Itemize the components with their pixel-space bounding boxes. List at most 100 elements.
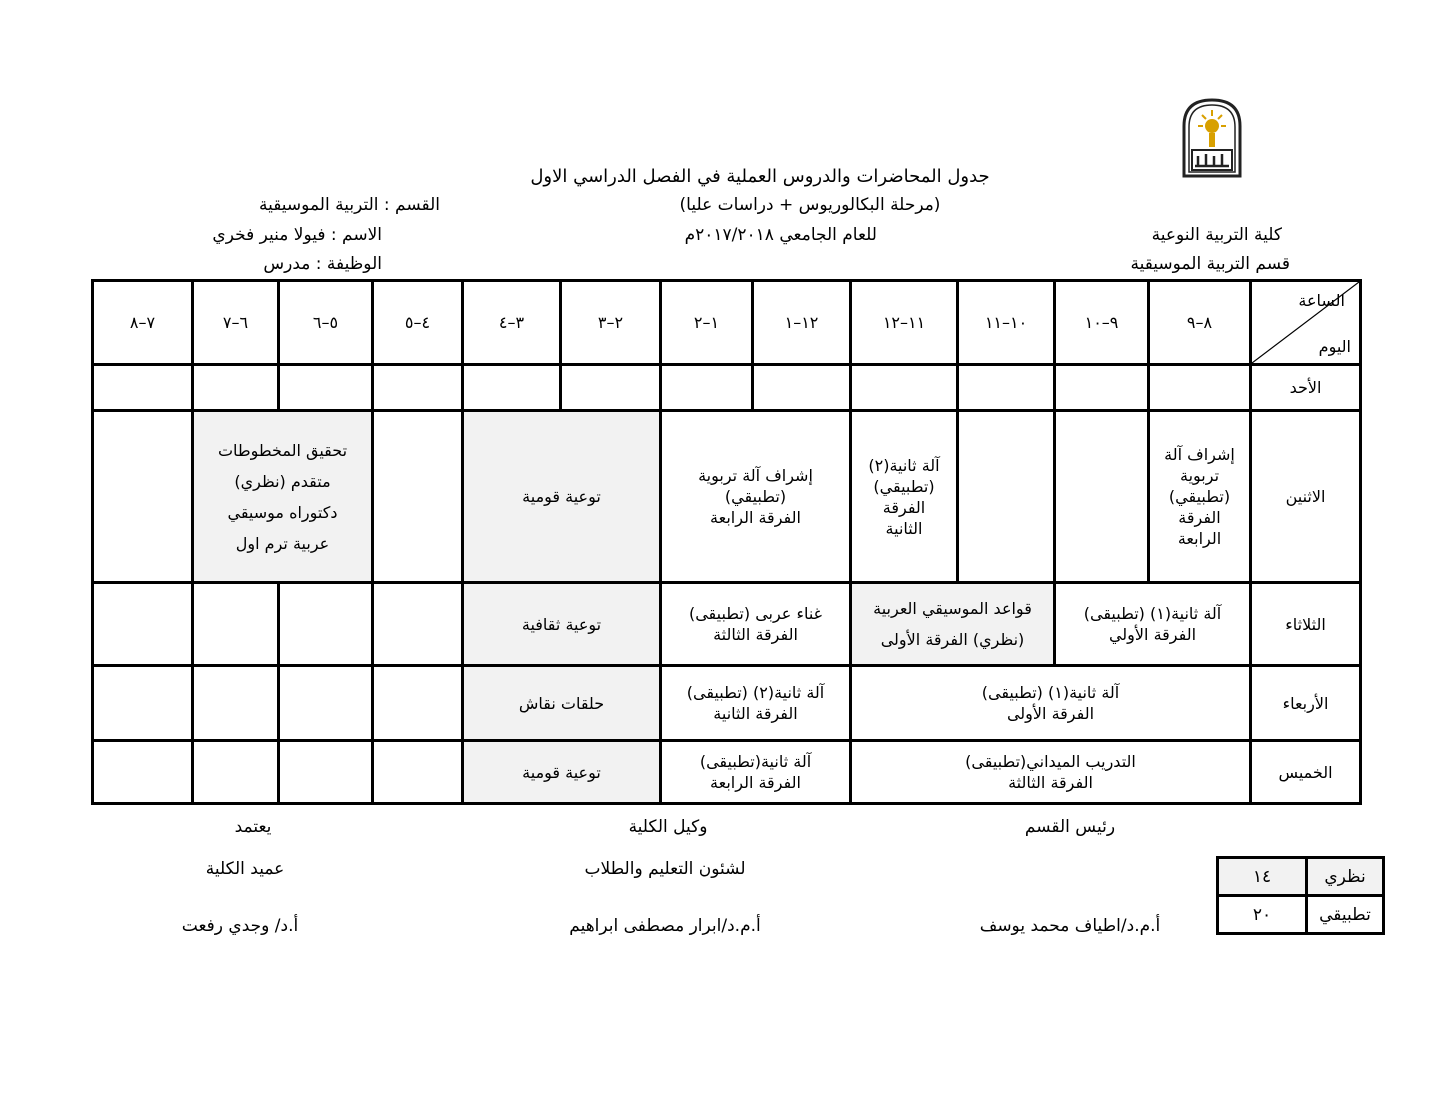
class-cell-line: (تطبيقي) <box>1168 487 1231 506</box>
empty-cell <box>191 739 280 805</box>
hours-summary-table: نظري ١٤ تطبيقي ٢٠ <box>1216 856 1385 935</box>
class-cell-line: تحقيق المخطوطات <box>217 440 348 460</box>
class-cell-line: توعية قومية <box>522 762 601 782</box>
faculty-name: كلية التربية النوعية <box>1151 225 1282 245</box>
empty-cell <box>191 664 280 742</box>
empty-cell <box>371 363 464 412</box>
hour-header-cell: ٤–٥ <box>371 279 464 366</box>
summary-value: ٢٠ <box>1216 894 1308 935</box>
class-cell: إشراف آلة تربوية (تطبيقي) الفرقة الرابعة <box>1147 409 1252 584</box>
empty-cell <box>277 664 374 742</box>
class-cell-line: قواعد الموسيقي العربية <box>873 599 1032 618</box>
hour-header-cell: ١٢–١ <box>751 279 852 366</box>
job-label: الوظيفة : مدرس <box>263 254 382 274</box>
empty-cell <box>371 581 464 667</box>
academic-year: للعام الجامعي ٢٠١٧/٢٠١٨م <box>684 225 877 245</box>
class-cell-line: آلة ثانية(تطبيقى) <box>699 752 812 771</box>
summary-label: تطبيقي <box>1305 894 1385 935</box>
approve-label: يعتمد <box>234 817 272 837</box>
class-cell-line: الثانية <box>885 518 923 538</box>
class-cell: آلة ثانية(٢) (تطبيقي) الفرقة الثانية <box>849 409 959 584</box>
summary-label: نظري <box>1305 856 1385 897</box>
empty-cell <box>91 739 194 805</box>
vice-dean-name: أ.م.د/ابرار مصطفى ابراهيم <box>569 916 761 936</box>
class-cell-line: غناء عربى (تطبيقى) <box>688 604 823 623</box>
class-cell-line: آلة ثانية(١) (تطبيقى) <box>1083 604 1222 623</box>
class-cell: آلة ثانية(تطبيقى) الفرقة الرابعة <box>659 739 852 805</box>
empty-cell <box>371 409 464 584</box>
summary-row-theory: نظري ١٤ <box>1216 856 1385 897</box>
class-cell: غناء عربى (تطبيقى) الفرقة الثالثة <box>659 581 852 667</box>
day-row: الاثنين إشراف آلة تربوية (تطبيقي) الفرقة الرا… <box>91 409 1362 584</box>
empty-cell <box>91 363 194 412</box>
empty-cell <box>461 363 562 412</box>
hour-label: الساعة <box>1298 291 1345 310</box>
department-label: القسم : التربية الموسيقية <box>258 195 440 215</box>
class-cell-line: توعية ثقافية <box>521 614 602 634</box>
hour-header-cell: ٥–٦ <box>277 279 374 366</box>
empty-cell <box>191 581 280 667</box>
class-cell-line: متقدم (نظري) <box>234 471 331 491</box>
class-cell: توعية قومية <box>461 739 662 805</box>
class-cell-line: الفرقة الأولى <box>1006 704 1095 723</box>
day-cell: الاثنين <box>1249 409 1362 584</box>
class-cell: إشراف آلة تربوية (تطبيقي) الفرقة الرابعة <box>659 409 852 584</box>
summary-value: ١٤ <box>1216 856 1308 897</box>
class-cell-line: آلة ثانية(٢) <box>868 455 940 475</box>
class-cell-line: الفرقة <box>882 497 926 517</box>
hours-header-row: الساعة اليوم ٨–٩ ٩–١٠ ١٠–١١ ١١–١٢ ١٢–١ ١–٢ ٢–٣ ٣–… <box>91 279 1362 366</box>
class-cell: توعية قومية <box>461 409 662 584</box>
dean-title: عميد الكلية <box>205 859 285 879</box>
vice-dean-title: وكيل الكلية <box>628 817 708 837</box>
empty-cell <box>751 363 852 412</box>
class-cell-line: عربية ترم اول <box>235 533 330 553</box>
class-cell-line: إشراف آلة تربوية <box>698 466 813 485</box>
class-cell: توعية ثقافية <box>461 581 662 667</box>
empty-cell <box>1147 363 1252 412</box>
empty-cell <box>91 409 194 584</box>
day-row: الثلاثاء آلة ثانية(١) (تطبيقى) الفرقة الأو… <box>91 581 1362 667</box>
class-cell: قواعد الموسيقي العربية (نظري) الفرقة الأو… <box>849 581 1056 667</box>
class-cell-line: الفرقة الرابعة <box>710 773 801 792</box>
class-cell-line: الرابعة <box>1177 529 1222 548</box>
empty-cell <box>371 739 464 805</box>
hour-header-cell: ١١–١٢ <box>849 279 959 366</box>
hour-header-cell: ٧–٨ <box>91 279 194 366</box>
empty-cell <box>849 363 959 412</box>
vice-dean-subtitle: لشئون التعليم والطلاب <box>584 859 746 879</box>
hour-header-cell: ١٠–١١ <box>956 279 1056 366</box>
class-cell-line: توعية قومية <box>522 487 601 506</box>
head-name: أ.م.د/اطياف محمد يوسف <box>979 916 1161 936</box>
university-logo <box>1182 98 1242 178</box>
class-cell: التدريب الميداني(تطبيقى) الفرقة الثالثة <box>849 739 1252 805</box>
class-cell-line: الفرقة الثالثة <box>1008 773 1093 792</box>
day-cell: الأحد <box>1249 363 1362 412</box>
class-cell-line: الفرقة الثانية <box>713 704 798 723</box>
class-cell-line: الفرقة الثالثة <box>713 625 798 644</box>
page-title: جدول المحاضرات والدروس العملية في الفصل … <box>530 166 990 187</box>
empty-cell <box>277 581 374 667</box>
day-cell: الأربعاء <box>1249 664 1362 742</box>
empty-cell <box>191 363 280 412</box>
empty-cell <box>956 409 1056 584</box>
name-label: الاسم : فيولا منير فخري <box>212 225 382 245</box>
head-title: رئيس القسم <box>1024 817 1116 837</box>
diagonal-divider <box>1252 282 1359 363</box>
day-cell: الخميس <box>1249 739 1362 805</box>
class-cell-line: حلقات نقاش <box>518 693 605 713</box>
class-cell-line: آلة ثانية(٢) (تطبيقى) <box>686 683 825 702</box>
hour-header-cell: ٢–٣ <box>559 279 662 366</box>
day-cell: الثلاثاء <box>1249 581 1362 667</box>
day-row: الأربعاء آلة ثانية(١) (تطبيقى) الفرقة الأو… <box>91 664 1362 742</box>
schedule-table: الساعة اليوم ٨–٩ ٩–١٠ ١٠–١١ ١١–١٢ ١٢–١ ١–٢ ٢–٣ ٣–… <box>91 279 1362 805</box>
hour-header-cell: ٣–٤ <box>461 279 562 366</box>
day-row: الخميس التدريب الميداني(تطبيقى) الفرقة الث… <box>91 739 1362 805</box>
hour-header-cell: ٩–١٠ <box>1053 279 1150 366</box>
hour-header-cell: ٨–٩ <box>1147 279 1252 366</box>
class-cell-line: إشراف آلة <box>1164 445 1235 464</box>
class-cell-line: (تطبيقي) <box>724 487 787 506</box>
empty-cell <box>91 664 194 742</box>
class-cell-line: آلة ثانية(١) (تطبيقى) <box>981 683 1120 702</box>
class-cell-line: الفرقة الرابعة <box>710 508 801 527</box>
dean-name: أ.د/ وجدي رفعت <box>181 916 299 936</box>
